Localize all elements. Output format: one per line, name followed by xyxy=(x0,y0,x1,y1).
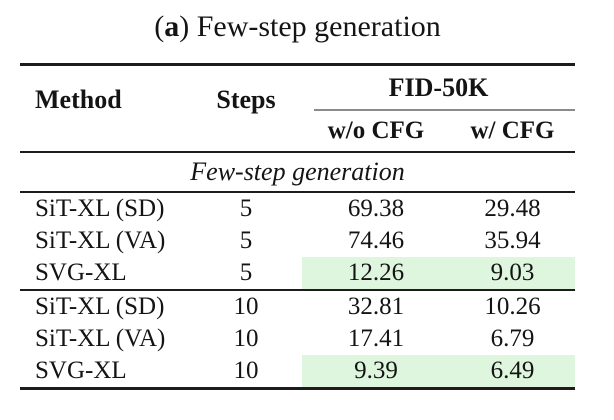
cell-method: SVG-XL xyxy=(35,357,127,384)
table-caption: (a) Few-step generation xyxy=(20,9,575,45)
fid-subheaders: w/o CFG w/ CFG xyxy=(302,111,575,151)
table-row: SiT-XL (SD) 5 69.38 29.48 xyxy=(20,193,575,225)
col-header-wo-cfg: w/o CFG xyxy=(327,117,425,144)
cell-fid-w-cfg: 10.26 xyxy=(484,293,541,320)
table-header: Method Steps FID-50K w/o CFG w/ CFG xyxy=(20,66,575,151)
fid-group-underline xyxy=(314,109,575,111)
cell-fid-wo-cfg: 12.26 xyxy=(302,257,450,289)
top-rule xyxy=(20,63,575,66)
cell-fid-w-cfg: 35.94 xyxy=(484,227,541,254)
cell-method: SiT-XL (SD) xyxy=(35,195,165,222)
col-header-fid50k: FID-50K xyxy=(388,72,489,102)
cell-steps: 10 xyxy=(233,293,259,320)
col-header-w-cfg: w/ CFG xyxy=(470,117,555,144)
caption-index-letter: a xyxy=(164,10,180,43)
caption-text: ) Few-step generation xyxy=(179,10,441,43)
fid-group-header: FID-50K w/o CFG w/ CFG xyxy=(302,66,575,151)
section-header: Few-step generation xyxy=(190,157,405,186)
cell-fid-wo-cfg: 32.81 xyxy=(347,293,405,320)
cell-fid-w-cfg: 6.49 xyxy=(450,355,575,387)
cell-steps: 5 xyxy=(239,227,253,254)
results-table: Method Steps FID-50K w/o CFG w/ CFG Few-… xyxy=(20,63,575,390)
table-row: SiT-XL (VA) 5 74.46 35.94 xyxy=(20,225,575,257)
cell-fid-wo-cfg: 17.41 xyxy=(347,325,405,352)
header-rule xyxy=(20,151,575,153)
rows-steps-10: SiT-XL (SD) 10 32.81 10.26 SiT-XL (VA) 1… xyxy=(20,291,575,387)
cell-method: SiT-XL (SD) xyxy=(35,293,165,320)
section-rule xyxy=(20,191,575,193)
table-row: SiT-XL (SD) 10 32.81 10.26 xyxy=(20,291,575,323)
cell-fid-wo-cfg: 74.46 xyxy=(347,227,405,254)
table-row: SiT-XL (VA) 10 17.41 6.79 xyxy=(20,323,575,355)
cell-steps: 10 xyxy=(233,357,259,384)
cell-fid-w-cfg: 6.79 xyxy=(490,325,535,352)
bottom-rule xyxy=(20,387,575,390)
col-header-method: Method xyxy=(35,84,122,114)
cell-steps: 5 xyxy=(239,195,253,222)
cell-steps: 5 xyxy=(239,259,253,286)
cell-fid-w-cfg: 9.03 xyxy=(450,257,575,289)
cell-steps: 10 xyxy=(233,325,259,352)
col-header-steps: Steps xyxy=(216,84,276,114)
cell-method: SiT-XL (VA) xyxy=(35,325,166,352)
table-row: SVG-XL 5 12.26 9.03 xyxy=(20,257,575,289)
cell-method: SiT-XL (VA) xyxy=(35,227,166,254)
caption-paren-open: ( xyxy=(154,10,165,43)
cell-fid-w-cfg: 29.48 xyxy=(484,195,541,222)
mid-rule xyxy=(20,289,575,291)
table-row: SVG-XL 10 9.39 6.49 xyxy=(20,355,575,387)
cell-fid-wo-cfg: 9.39 xyxy=(302,355,450,387)
cell-method: SVG-XL xyxy=(35,259,127,286)
rows-steps-5: SiT-XL (SD) 5 69.38 29.48 SiT-XL (VA) 5 … xyxy=(20,193,575,289)
cell-fid-wo-cfg: 69.38 xyxy=(347,195,405,222)
